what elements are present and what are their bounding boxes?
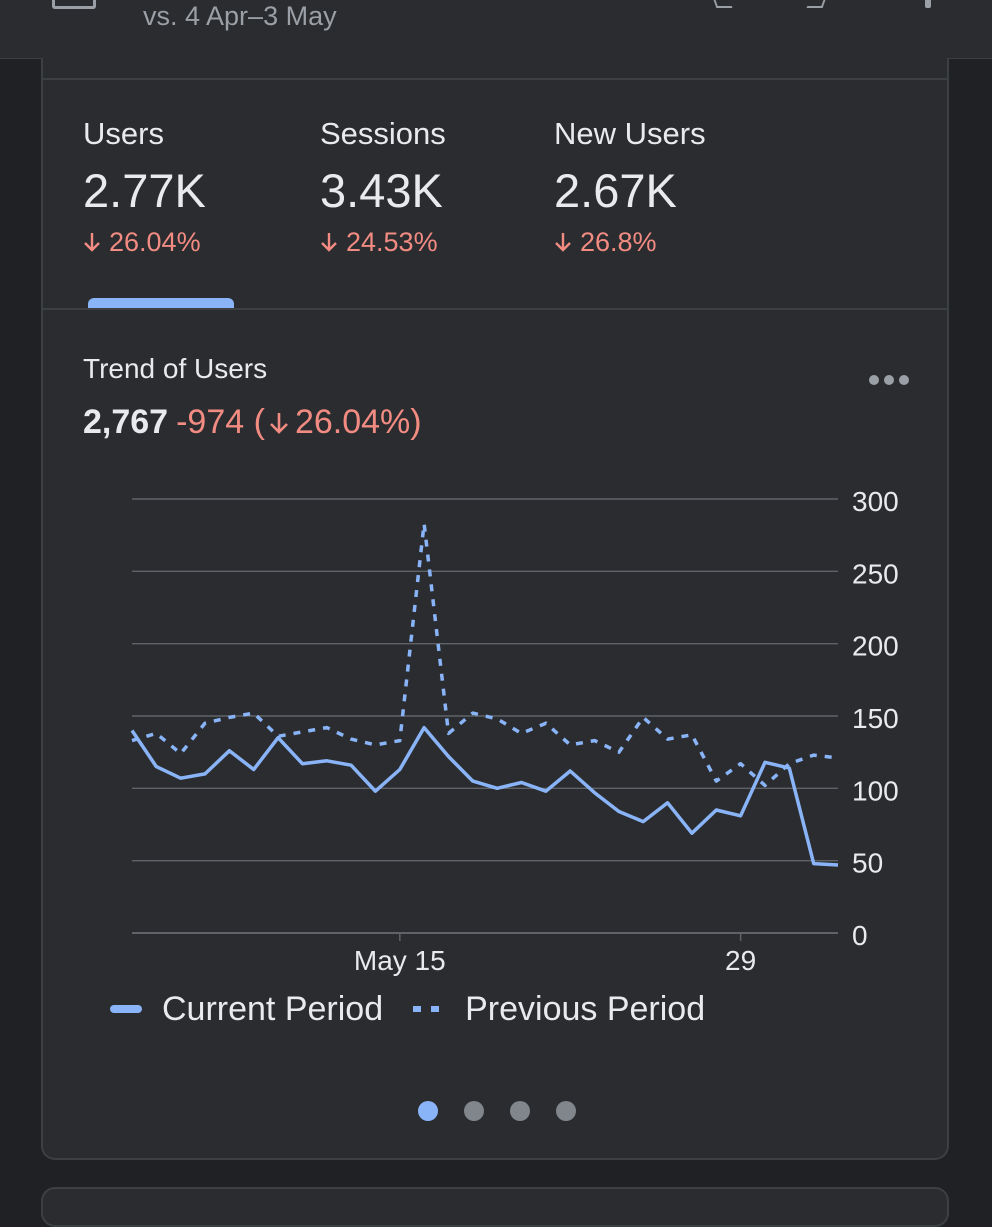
carousel-dot[interactable] xyxy=(556,1101,576,1121)
legend-label-current: Current Period xyxy=(162,989,384,1028)
metric-change: 26.8% xyxy=(554,226,706,258)
arrow-down-icon xyxy=(321,233,337,252)
legend-label-previous: Previous Period xyxy=(465,989,706,1028)
next-card xyxy=(41,1187,949,1227)
legend-swatch-previous xyxy=(413,1006,444,1012)
metric-change: 24.53% xyxy=(320,226,446,258)
metric-label: Users xyxy=(83,116,164,151)
metric-tab-sessions[interactable]: Sessions 3.43K 24.53% xyxy=(320,116,446,258)
comparison-period-label: vs. 4 Apr–3 May xyxy=(143,1,337,31)
trend-delta: -974 xyxy=(176,403,245,441)
arrow-down-icon xyxy=(555,233,571,252)
trend-delta-pct-group: (26.04%) xyxy=(253,403,422,441)
divider xyxy=(43,308,947,310)
arrow-down-icon xyxy=(84,233,100,252)
carousel-dot[interactable] xyxy=(510,1101,530,1121)
more-options-icon[interactable] xyxy=(869,368,919,392)
metric-label: Sessions xyxy=(320,116,446,151)
arrow-down-icon xyxy=(270,413,288,434)
trend-title: Trend of Users xyxy=(83,353,268,384)
metric-change-value: 26.04% xyxy=(109,227,201,257)
carousel-dot[interactable] xyxy=(418,1101,438,1121)
menu-icon[interactable] xyxy=(52,0,96,9)
metric-value: 2.67K xyxy=(554,164,677,217)
trend-summary: 2,767 -974 (26.04%) xyxy=(83,402,422,442)
selected-tab-indicator xyxy=(88,298,234,308)
legend-swatch-current xyxy=(110,1005,142,1013)
top-bar: vs. 4 Apr–3 May xyxy=(0,0,992,59)
toolbar-icon[interactable] xyxy=(925,0,931,8)
toolbar-icon[interactable] xyxy=(713,0,733,8)
toolbar-icon[interactable] xyxy=(806,0,826,8)
carousel-dot[interactable] xyxy=(464,1101,484,1121)
chart-legend: Current Period Previous Period xyxy=(110,988,705,1030)
metric-value: 3.43K xyxy=(320,164,443,217)
metric-label: New Users xyxy=(554,116,706,151)
metric-tab-users[interactable]: Users 2.77K 26.04% xyxy=(83,116,206,258)
metric-change-value: 24.53% xyxy=(346,227,438,257)
metric-tab-new-users[interactable]: New Users 2.67K 26.8% xyxy=(554,116,706,258)
trend-total: 2,767 xyxy=(83,403,169,441)
metric-change: 26.04% xyxy=(83,226,206,258)
divider xyxy=(43,78,947,80)
metric-change-value: 26.8% xyxy=(580,227,657,257)
trend-delta-pct: 26.04% xyxy=(294,403,411,441)
carousel-indicator xyxy=(418,1101,576,1121)
metric-value: 2.77K xyxy=(83,164,206,217)
